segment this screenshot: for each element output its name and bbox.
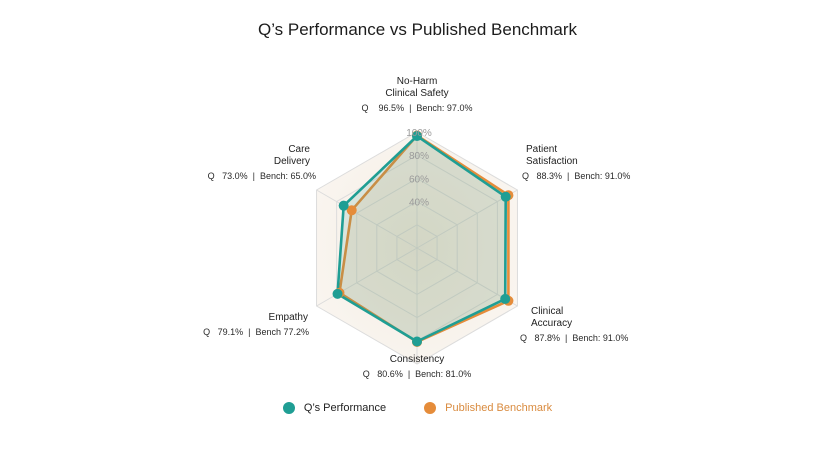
axis-name-1: Satisfaction [526, 156, 578, 167]
axis-name-0: Clinical Safety [385, 88, 448, 99]
axis-name-3: Consistency [390, 354, 444, 365]
axis-name-4: Empathy [269, 312, 308, 323]
axis-name-0: No-Harm [397, 76, 438, 87]
legend-dot-q [282, 402, 295, 414]
axis-name-5: Care [288, 144, 310, 155]
axis-name-5: Delivery [274, 156, 310, 167]
grid-spoke [416, 189, 518, 249]
tick-label: 100% [406, 128, 432, 139]
legend-item-benchmark[interactable]: Published Benchmark [424, 402, 552, 414]
tick-label: 80% [409, 151, 429, 162]
point-q-4[interactable] [332, 288, 343, 299]
grid-spoke [416, 247, 518, 307]
legend-label-benchmark: Published Benchmark [445, 402, 553, 414]
tick-label: 60% [409, 174, 429, 185]
legend-label-q: Q’s Performance [303, 402, 387, 414]
axis-values-4: Q 79.1% | Bench 77.2% [203, 327, 309, 337]
axis-values-2: Q 87.8% | Bench: 91.0% [520, 333, 628, 343]
axis-values-3: Q 80.6% | Bench: 81.0% [363, 369, 471, 379]
legend-item-q[interactable]: Q’s Performance [282, 402, 387, 414]
axis-name-2: Clinical [531, 306, 563, 317]
point-q-5[interactable] [338, 200, 349, 211]
axis-values-5: Q 73.0% | Bench: 65.0% [208, 171, 316, 181]
axis-name-2: Accuracy [531, 318, 572, 329]
chart-title: Q’s Performance vs Published Benchmark [257, 20, 578, 39]
point-q-0[interactable] [412, 131, 422, 142]
point-q-3[interactable] [412, 336, 422, 347]
legend: Q’s Performance Published Benchmark [0, 402, 835, 414]
axis-values-0: Q 96.5% | Bench: 97.0% [362, 103, 473, 113]
tick-label: 40% [409, 198, 429, 209]
point-benchmark-5[interactable] [346, 205, 357, 216]
axis-values-1: Q 88.3% | Bench: 91.0% [522, 171, 630, 181]
point-q-2[interactable] [500, 293, 511, 304]
axis-name-1: Patient [526, 144, 557, 155]
legend-dot-benchmark [424, 402, 437, 414]
grid-spoke [316, 189, 418, 249]
point-q-1[interactable] [500, 191, 511, 202]
